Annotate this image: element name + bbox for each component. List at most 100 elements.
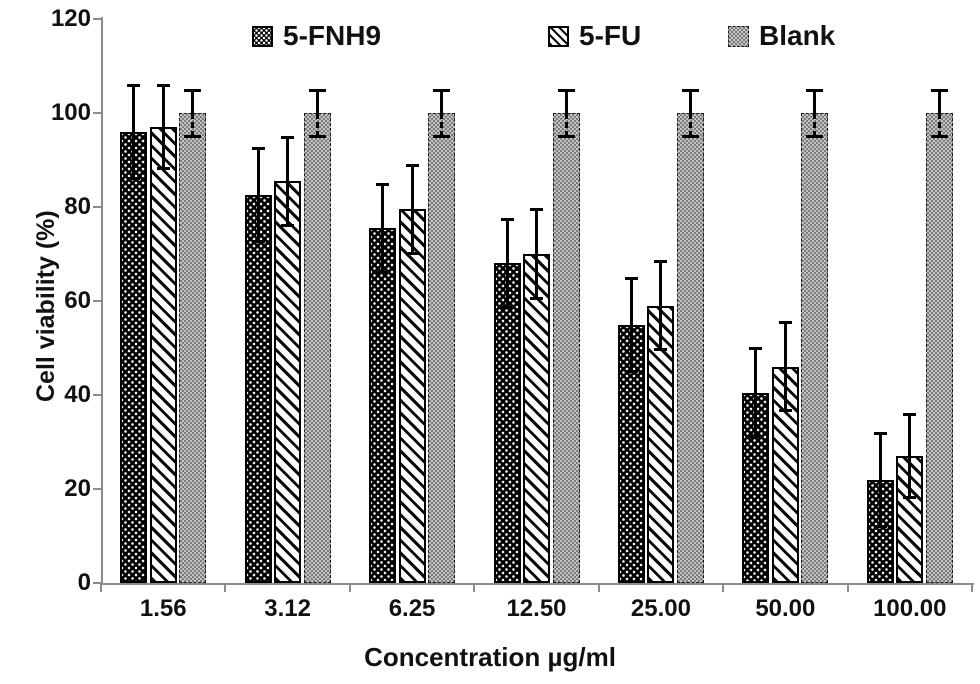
error-bar-cap-bottom — [184, 134, 202, 138]
error-bar-cap-top — [500, 217, 514, 221]
error-bar-cap-bottom — [873, 524, 887, 528]
error-bar-cap-bottom — [405, 252, 419, 255]
error-bar-line — [505, 218, 509, 309]
bar-5-fnh9 — [120, 131, 148, 583]
error-bar-cap-bottom — [778, 409, 792, 413]
error-bar-cap-bottom — [127, 176, 141, 180]
x-tick-label: 6.25 — [388, 595, 436, 622]
error-bar-line — [410, 164, 414, 254]
error-bar-cap-bottom — [376, 270, 390, 274]
x-tick — [597, 583, 600, 592]
bar-5-fu — [771, 366, 799, 583]
error-bar-line — [381, 183, 385, 273]
x-tick-label: 12.50 — [506, 595, 567, 622]
error-bar-line — [937, 89, 941, 113]
error-bar-cap-bottom — [557, 134, 575, 138]
y-tick-label: 80 — [64, 193, 91, 220]
error-bar-cap-top — [251, 147, 265, 151]
error-bar-cap-top — [127, 83, 141, 87]
x-tick-label: 1.56 — [139, 595, 187, 622]
error-bar-cap-top — [530, 208, 543, 212]
x-axis-title: Concentration µg/ml — [364, 642, 616, 672]
error-bar-cap-top — [308, 88, 326, 92]
y-axis-line — [101, 17, 103, 585]
legend-item-blank: Blank — [728, 22, 835, 50]
error-bar-cap-top — [806, 88, 824, 92]
error-bar-cap-bottom — [624, 369, 638, 373]
bar-5-fnh9 — [493, 263, 521, 583]
error-bar-line — [783, 322, 787, 412]
y-tick — [93, 206, 101, 208]
error-bar-cap-bottom — [281, 223, 295, 227]
error-bar-line — [878, 432, 882, 527]
x-tick — [224, 583, 227, 592]
error-bar-cap-bottom — [308, 134, 326, 138]
error-bar-line — [256, 148, 260, 243]
x-tick-label: 100.00 — [873, 595, 947, 622]
bar-5-fu — [647, 305, 675, 583]
error-bar-cap-bottom — [806, 134, 824, 138]
y-tick — [93, 300, 101, 302]
error-bar-cap-top — [654, 260, 668, 264]
legend-swatch-icon — [728, 25, 749, 47]
x-tick — [971, 583, 973, 592]
error-bar-cap-top — [624, 276, 638, 280]
bar-5-fu — [149, 127, 177, 583]
error-bar-line — [132, 84, 136, 179]
bar-5-fu — [523, 254, 550, 583]
error-bar-cap-top — [681, 88, 699, 92]
error-bar-cap-top — [433, 88, 451, 92]
y-tick-label: 40 — [64, 381, 91, 408]
error-bar-cap-bottom — [654, 348, 668, 352]
y-tick — [93, 582, 101, 584]
x-tick — [722, 583, 725, 592]
legend-label: Blank — [759, 20, 836, 51]
error-bar-line — [535, 209, 538, 299]
bar-5-fnh9 — [617, 324, 645, 583]
error-bar-cap-top — [281, 135, 295, 139]
bar-5-fnh9 — [742, 392, 770, 583]
bar-blank — [552, 113, 580, 583]
bar-blank — [303, 113, 331, 583]
error-bar-line — [315, 89, 319, 113]
error-bar-line — [440, 89, 444, 113]
error-bar-cap-bottom — [251, 240, 265, 244]
error-bar-line-dashed — [440, 113, 444, 137]
error-bar-cap-top — [376, 182, 390, 186]
legend-label: 5-FU — [579, 20, 642, 51]
legend-swatch-icon — [548, 25, 569, 47]
error-bar-cap-bottom — [681, 134, 699, 138]
bar-blank — [925, 113, 953, 583]
error-bar-line — [688, 89, 692, 113]
x-axis-line — [101, 583, 974, 585]
bar-5-fnh9 — [369, 228, 397, 583]
error-bar-cap-bottom — [903, 496, 917, 500]
error-bar-line — [659, 261, 663, 351]
error-bar-cap-bottom — [433, 134, 451, 138]
x-tick — [846, 583, 849, 592]
legend-label: 5-FNH9 — [283, 20, 382, 51]
y-tick-label: 100 — [50, 99, 91, 126]
legend-swatch-icon — [252, 25, 273, 47]
error-bar-cap-top — [557, 88, 575, 92]
legend: 5-FNH9 5-FU Blank — [0, 0, 980, 60]
error-bar-cap-bottom — [500, 306, 514, 310]
y-tick-label: 0 — [77, 569, 91, 596]
error-bar-cap-top — [405, 163, 419, 167]
error-bar-line-dashed — [813, 113, 817, 137]
bar-blank — [428, 113, 456, 583]
error-bar-cap-bottom — [530, 296, 543, 300]
error-bar-cap-bottom — [930, 134, 948, 138]
x-tick-label: 3.12 — [264, 595, 311, 622]
bar-5-fnh9 — [244, 195, 272, 583]
error-bar-line-dashed — [191, 113, 195, 137]
error-bar-line — [629, 277, 633, 372]
error-bar-line — [754, 348, 758, 438]
y-tick — [93, 18, 101, 20]
error-bar-cap-top — [930, 88, 948, 92]
bar-blank — [179, 113, 207, 583]
y-tick-label: 60 — [64, 287, 91, 314]
error-bar-line — [286, 136, 290, 226]
error-bar-line-dashed — [937, 113, 941, 137]
